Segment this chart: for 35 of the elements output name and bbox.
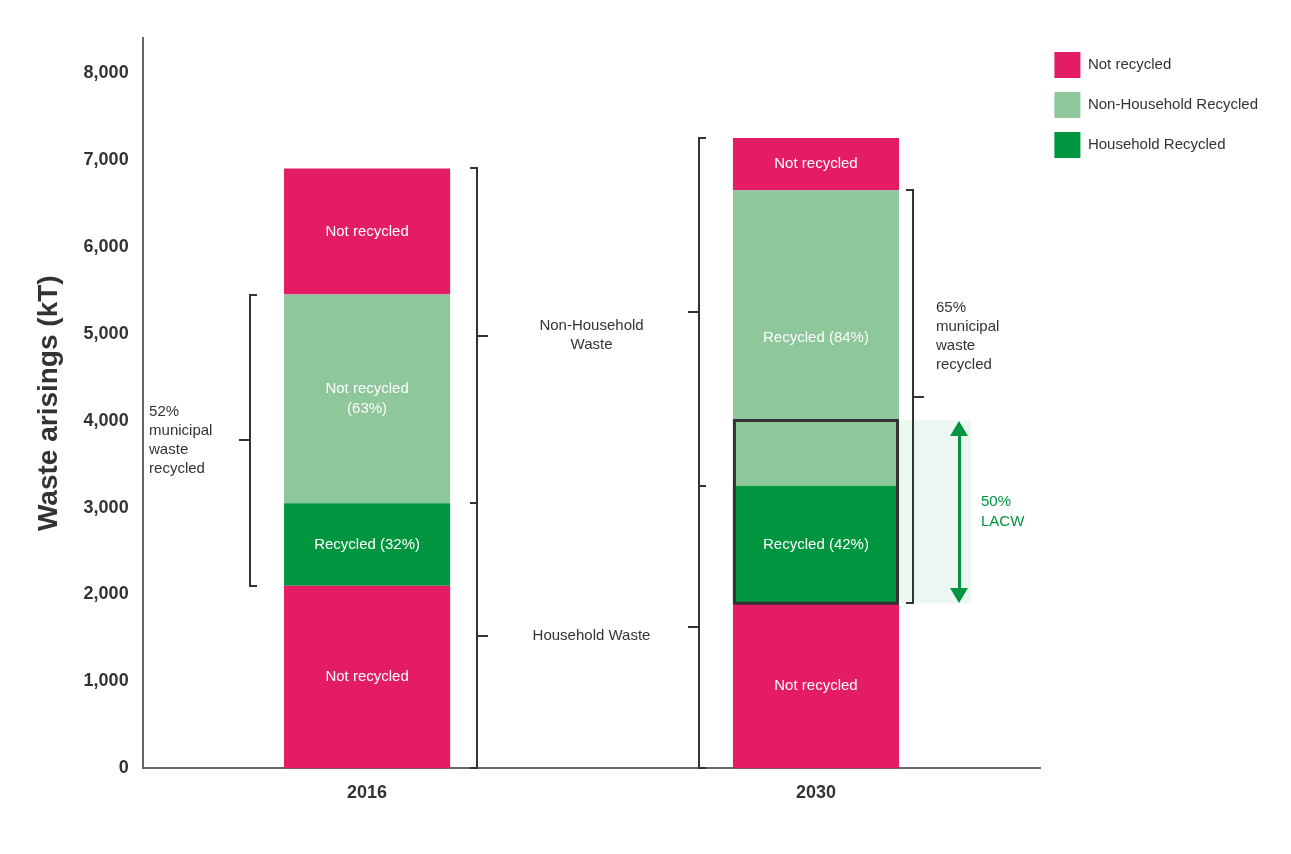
y-tick-label: 6,000 <box>83 235 129 256</box>
bar <box>284 503 451 586</box>
bar <box>284 585 451 769</box>
bar <box>284 294 451 504</box>
bar <box>284 168 451 295</box>
y-tick-label: 4,000 <box>83 409 129 430</box>
band-label: 50% LACW <box>981 492 1026 530</box>
annotation: Not recycled <box>325 221 409 239</box>
annotation: Non-Household Waste <box>539 316 644 353</box>
y-tick-label: 0 <box>118 757 129 778</box>
y-tick-label: 5,000 <box>83 322 129 343</box>
annotation: Recycled (32%) <box>314 534 421 552</box>
y-tick-label: 1,000 <box>83 670 129 691</box>
bar <box>732 190 900 486</box>
annotation: Recycled (84%) <box>763 328 869 346</box>
y-tick-label: 7,000 <box>83 148 129 169</box>
y-tick-label: 3,000 <box>83 496 129 517</box>
bar <box>732 138 900 191</box>
y-tick-label: 2,000 <box>83 583 129 604</box>
x-tick-label: 2030 <box>795 782 836 803</box>
annotation: Not recycled <box>774 154 858 172</box>
annotation: Not recycled <box>325 667 409 685</box>
legend-label: Non-Household Recycled <box>1087 95 1258 113</box>
annotation: Not recycled (63%) <box>325 378 409 416</box>
annotation: Not recycled <box>774 675 858 693</box>
annotation: 52% municipal waste recycled <box>148 401 213 476</box>
x-tick-label: 2016 <box>347 782 388 803</box>
legend-label: Household Recycled <box>1087 135 1226 153</box>
annotation: 65% municipal waste recycled <box>935 298 1000 373</box>
y-tick-label: 8,000 <box>83 61 129 82</box>
annotation: Recycled (42%) <box>763 534 869 552</box>
bar <box>732 603 900 769</box>
legend-label: Not recycled <box>1087 55 1172 73</box>
annotation: Household Waste <box>532 625 651 643</box>
y-axis-title: Waste arisings (kT) <box>31 275 63 532</box>
